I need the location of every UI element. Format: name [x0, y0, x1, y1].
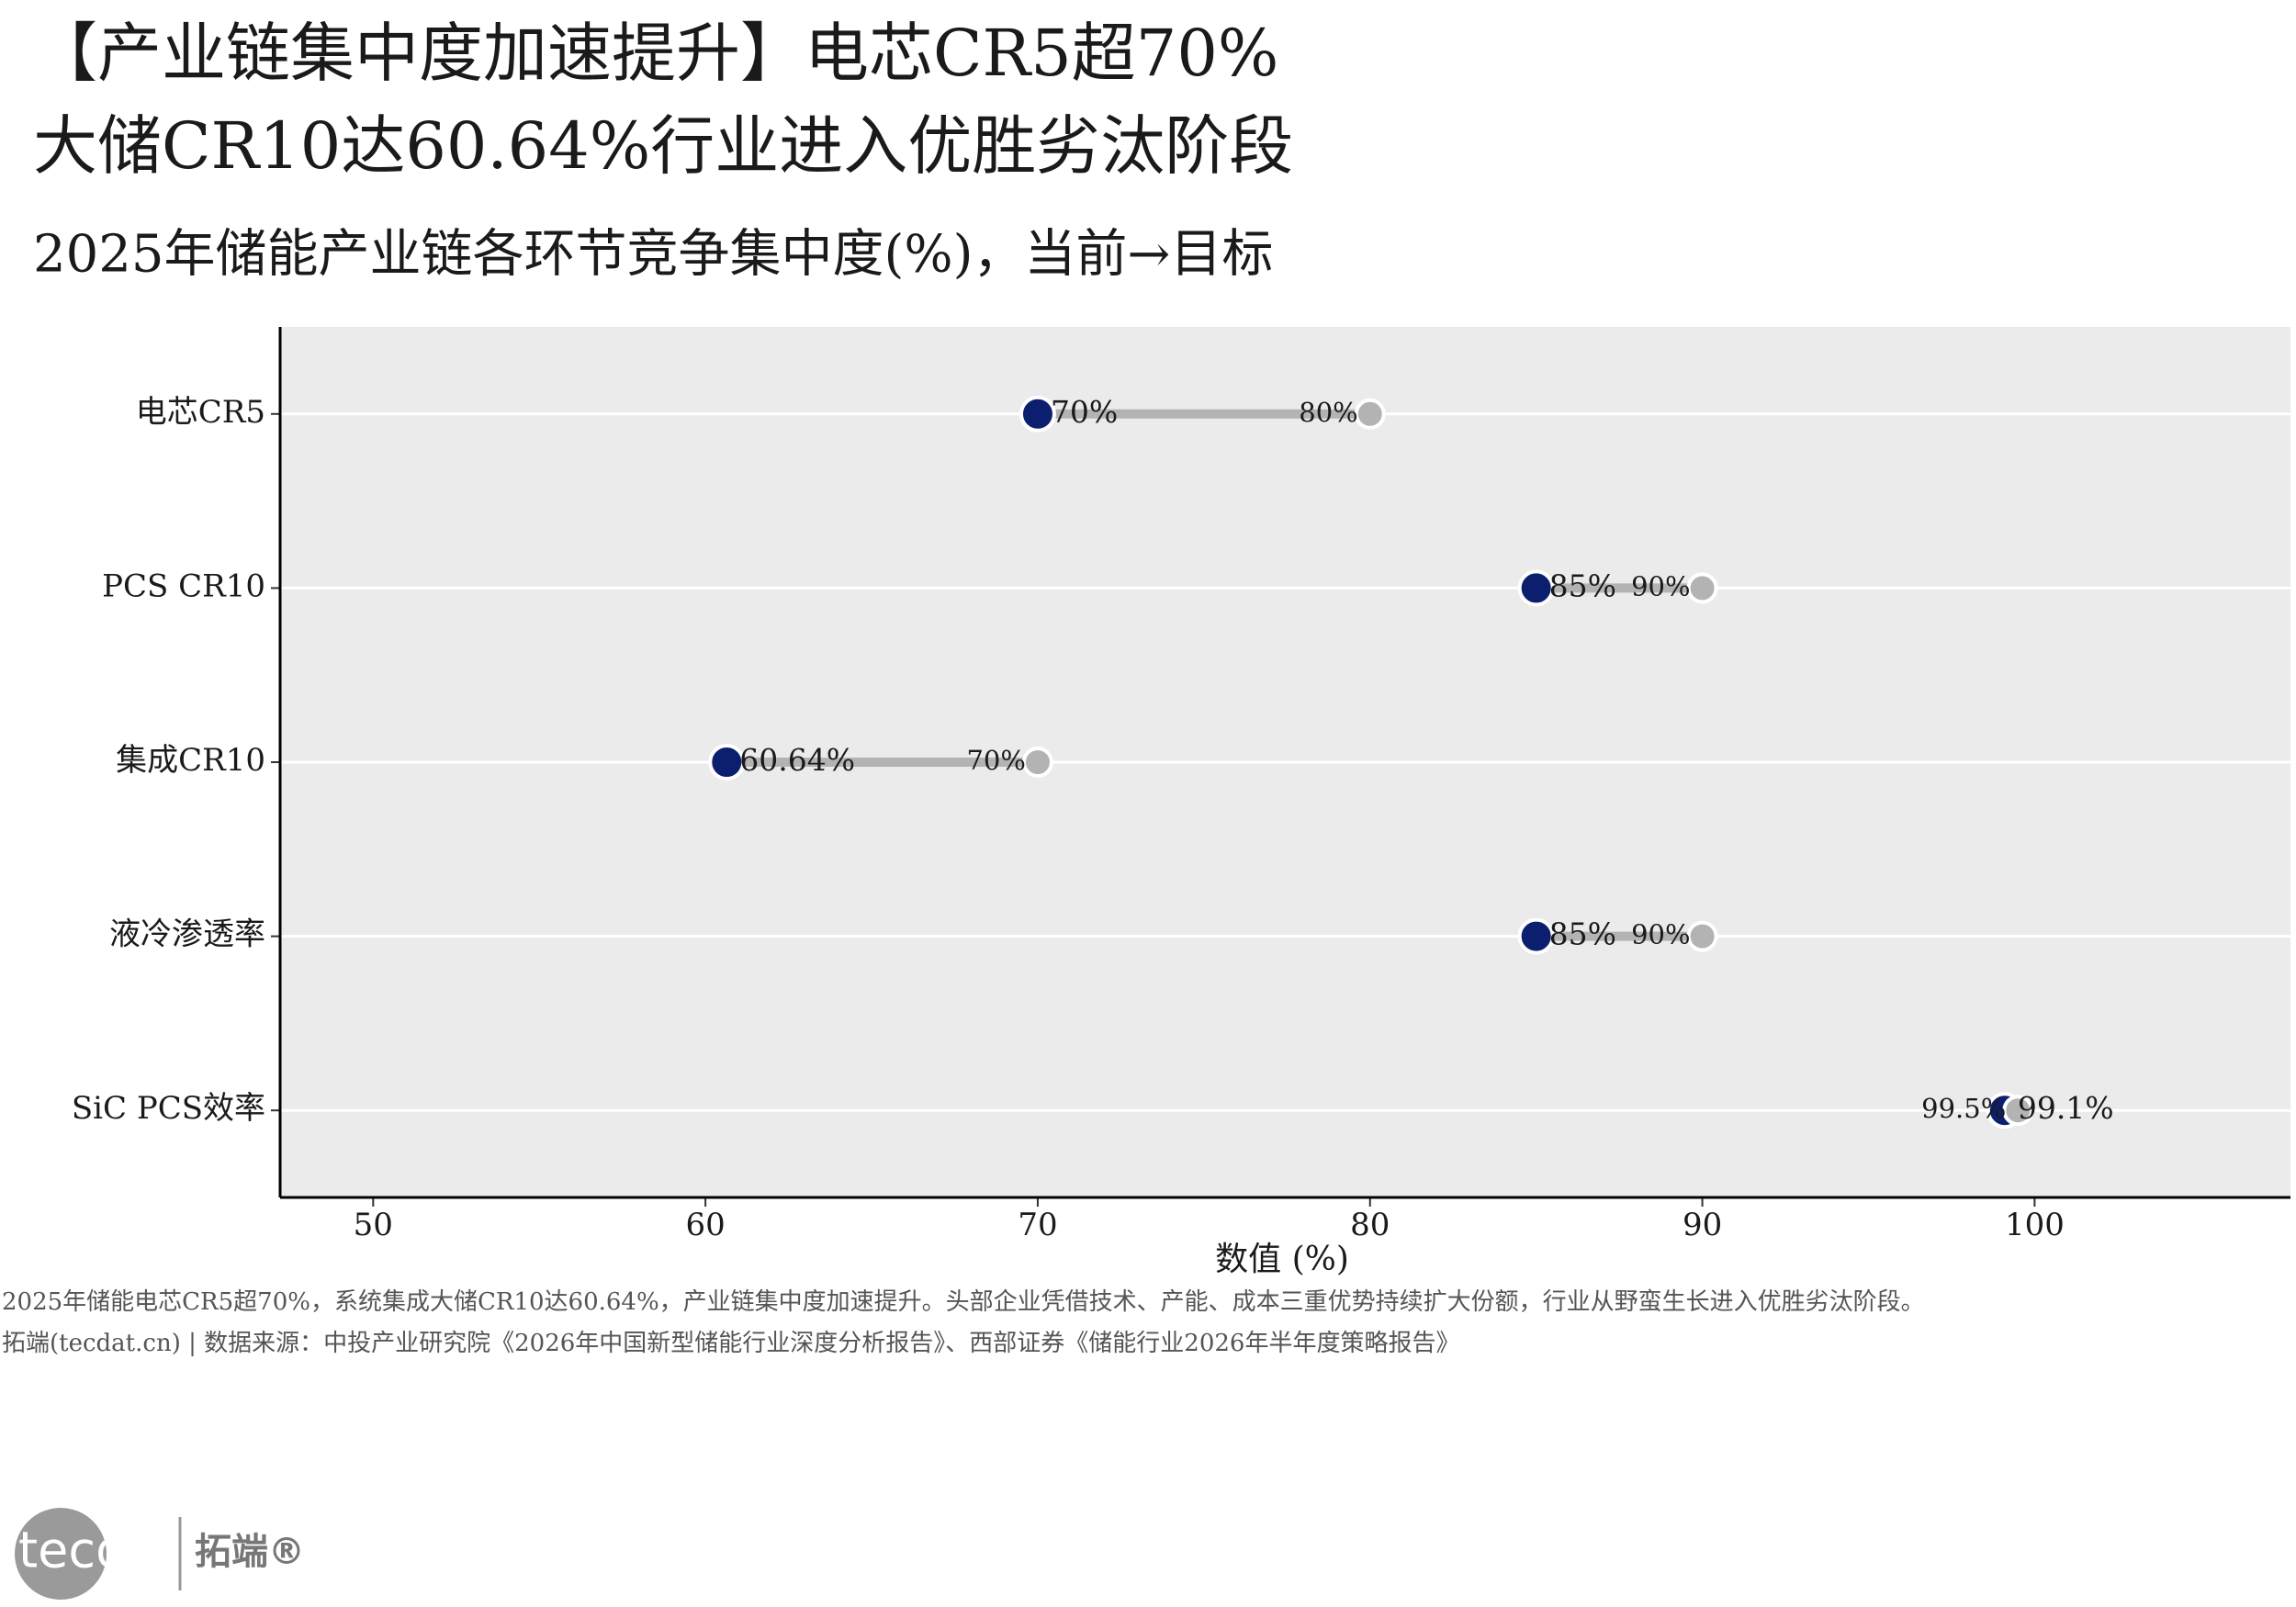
target-label: 70% [966, 745, 1025, 776]
target-label: 90% [1631, 570, 1690, 601]
target-dot [1686, 572, 1718, 604]
source: 拓端(tecdat.cn) | 数据来源：中投产业研究院《2026年中国新型储能… [2, 1330, 1459, 1357]
target-dot [1021, 747, 1053, 778]
current-label: 70% [1051, 394, 1118, 430]
x-tick-label: 80 [1350, 1207, 1390, 1243]
current-dot [1517, 917, 1555, 955]
current-dot [1019, 395, 1056, 433]
x-axis-title: 数值 (%) [1215, 1241, 1349, 1278]
target-label: 99.5% [1921, 1093, 2006, 1124]
x-tick-label: 100 [2005, 1207, 2065, 1243]
chart-title: 大储CR10达60.64%行业进入优胜劣汰阶段 [33, 108, 1293, 184]
plot-area: 电芯CR5 PCS CR10 集成CR10 液冷渗透率 SiC PCS效率 50 60 70 8… [72, 327, 2290, 1243]
current-label: 85% [1549, 568, 1616, 603]
chart-subtitle: 2025年储能产业链各环节竞争集中度(%)，当前→目标 [33, 225, 1273, 285]
y-tick-label: PCS CR10 [102, 568, 265, 604]
logo-mark: tecdat [18, 1522, 177, 1579]
current-dot [708, 744, 746, 781]
logo: tecdat 拓端® [15, 1508, 305, 1600]
target-label: 80% [1299, 397, 1357, 428]
x-tick-label: 60 [685, 1207, 725, 1243]
x-tick-label: 90 [1683, 1207, 1722, 1243]
y-tick-label: SiC PCS效率 [72, 1090, 265, 1127]
current-dot [1517, 569, 1555, 607]
caption: 2025年储能电芯CR5超70%，系统集成大储CR10达60.64%，产业链集中… [2, 1288, 1925, 1316]
y-tick-label: 液冷渗透率 [109, 916, 265, 953]
y-tick-label: 集成CR10 [116, 742, 265, 779]
target-dot [1686, 920, 1718, 952]
target-dot [1354, 398, 1386, 430]
target-label: 90% [1631, 919, 1690, 950]
current-label: 99.1% [2018, 1090, 2114, 1126]
y-tick-label: 电芯CR5 [136, 394, 265, 431]
target-dot [2002, 1095, 2034, 1127]
current-label: 85% [1549, 916, 1616, 952]
x-tick-label: 50 [354, 1207, 393, 1243]
chart-title: 【产业链集中度加速提升】电芯CR5超70% [33, 16, 1278, 91]
current-label: 60.64% [739, 742, 855, 778]
logo-circle [15, 1508, 107, 1600]
logo-brand: 拓端® [195, 1531, 305, 1573]
x-tick-label: 70 [1018, 1207, 1057, 1243]
